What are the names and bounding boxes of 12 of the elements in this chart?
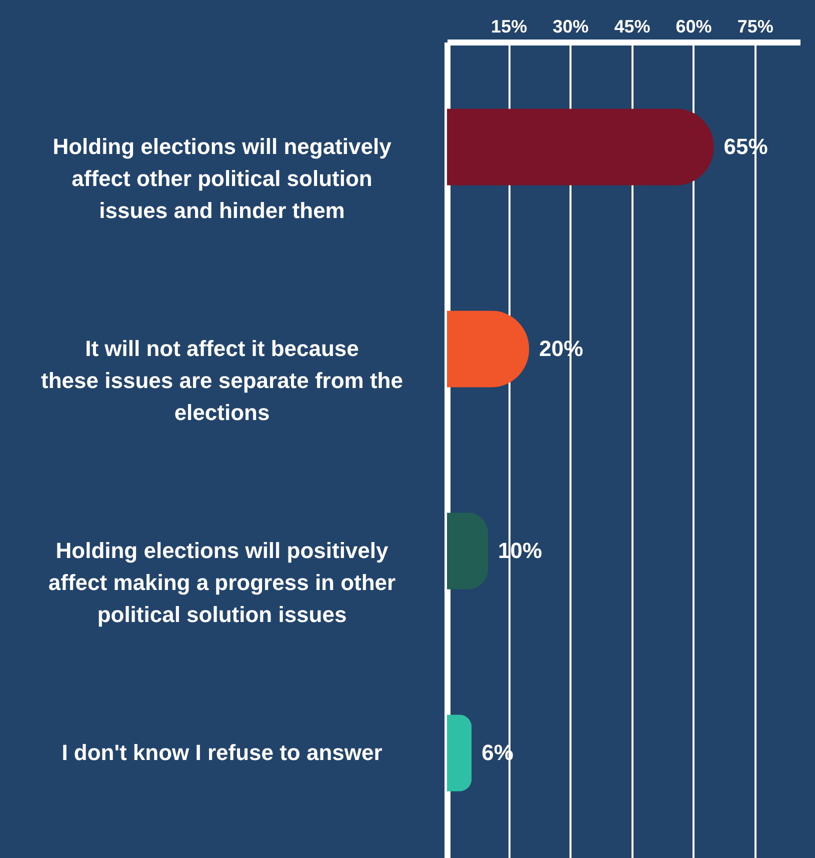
x-tick-label: 45% [614, 16, 650, 36]
y-tick-label: It will not affect it because these issues are separate from the elections [41, 336, 403, 426]
y-tick-label: Holding elections will positively affect making a progress in other political solution issues [48, 538, 396, 627]
x-tick-label: 75% [737, 16, 774, 36]
x-tick-label: 30% [552, 16, 589, 36]
bar [447, 714, 472, 792]
y-tick-label: Holding elections will negatively affect other political solution issues and hinder them [52, 134, 392, 224]
x-tick-label: 60% [676, 16, 712, 36]
x-tick-label: 15% [491, 16, 528, 36]
y-tick-label: I don't know I refuse to answer [62, 740, 383, 765]
bar [447, 108, 714, 186]
bar [447, 512, 488, 590]
